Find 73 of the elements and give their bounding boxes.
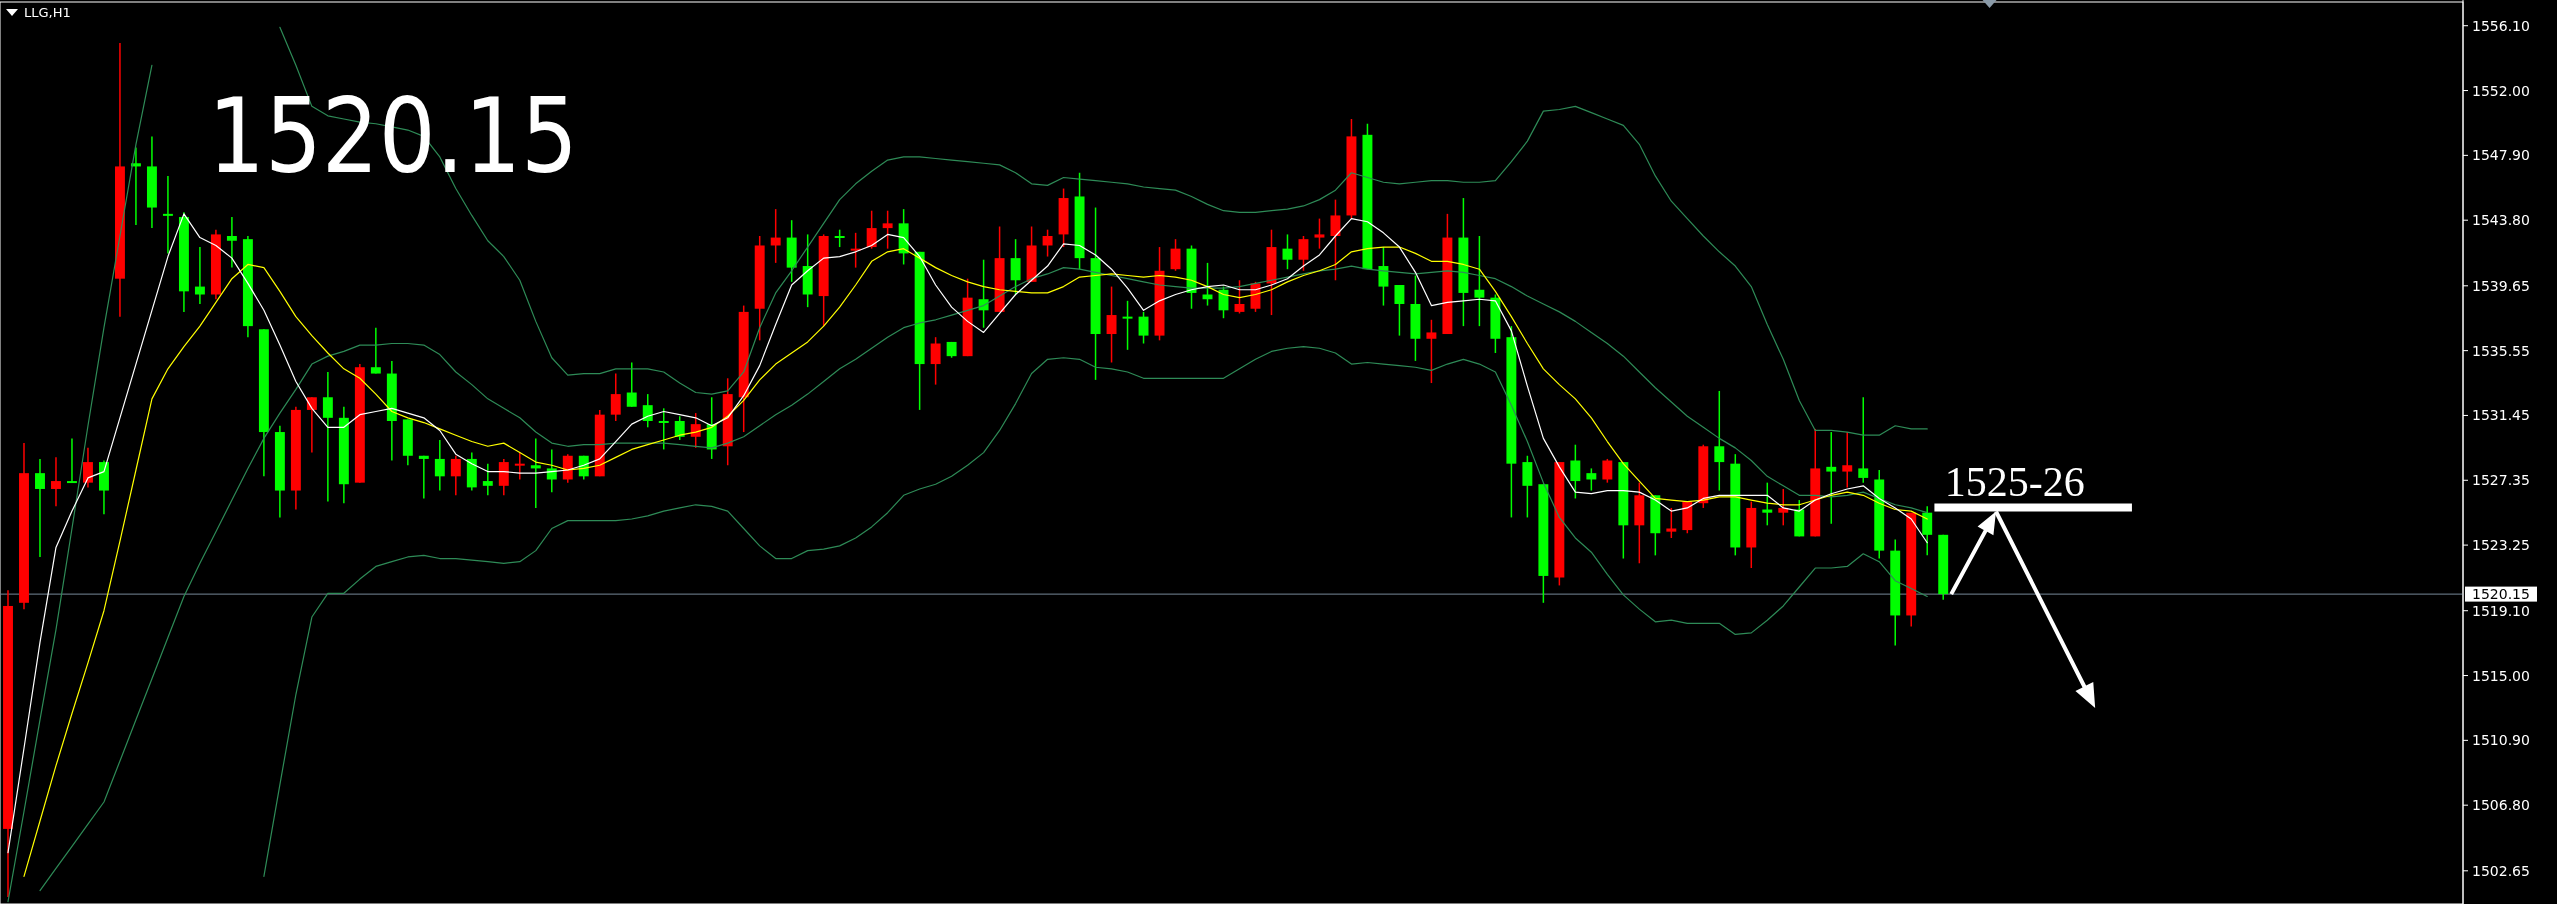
candlestick xyxy=(658,407,669,451)
candlestick xyxy=(1602,458,1613,484)
line-series xyxy=(263,346,1928,877)
candlestick xyxy=(1010,238,1021,296)
candlestick xyxy=(450,455,461,497)
candlestick xyxy=(1778,488,1789,527)
candlestick xyxy=(770,208,781,264)
y-tick-label: 1515.00 xyxy=(2472,667,2530,684)
candlestick xyxy=(306,396,317,454)
candlestick xyxy=(1330,198,1341,282)
y-tick-label: 1535.55 xyxy=(2472,342,2530,359)
candlestick xyxy=(1570,443,1581,500)
candlestick xyxy=(498,458,509,497)
candlestick xyxy=(514,451,525,481)
y-tick-label: 1527.35 xyxy=(2472,472,2530,489)
candlestick xyxy=(642,393,653,429)
candlestick xyxy=(690,412,701,449)
y-tick-label: 1552.00 xyxy=(2472,82,2530,99)
candlestick xyxy=(1122,300,1133,351)
annotation: LLG,H1 xyxy=(24,5,71,20)
candlestick xyxy=(866,209,877,250)
y-tick-label: 1510.90 xyxy=(2472,732,2530,749)
candlestick xyxy=(1762,481,1773,527)
candlestick xyxy=(1666,507,1677,539)
candlestick xyxy=(162,175,173,255)
candlestick xyxy=(482,462,493,497)
candlestick xyxy=(1138,311,1149,345)
y-tick-label: 1543.80 xyxy=(2472,212,2530,229)
y-tick-label: 1547.90 xyxy=(2472,147,2530,164)
candlestick xyxy=(51,456,61,508)
candlestick xyxy=(35,458,45,558)
y-tick-label: 1523.25 xyxy=(2472,537,2530,554)
candlestick xyxy=(1202,262,1213,307)
y-tick-label: 1506.80 xyxy=(2472,797,2530,814)
ref-line-label: 1520.15 xyxy=(2472,586,2530,603)
candlestick xyxy=(1826,431,1837,525)
candlestick xyxy=(1282,233,1293,270)
candlestick xyxy=(530,437,541,509)
candlestick xyxy=(1586,467,1597,492)
candlestick xyxy=(674,415,685,441)
candlestick xyxy=(1474,235,1485,327)
candlestick xyxy=(67,437,77,484)
candlestick xyxy=(1842,431,1853,489)
y-tick-label: 1539.65 xyxy=(2472,277,2530,294)
candlestick xyxy=(1394,284,1405,337)
candlestick xyxy=(1378,246,1389,307)
candlestick xyxy=(610,372,621,422)
annotation: 1520.15 xyxy=(208,75,639,197)
candlestick xyxy=(1714,390,1725,492)
candlestick xyxy=(1106,285,1117,364)
candlestick xyxy=(83,447,93,489)
candlestick xyxy=(1298,235,1309,272)
y-tick-label: 1556.10 xyxy=(2472,17,2530,34)
candlestick xyxy=(226,216,237,269)
y-tick-label: 1502.65 xyxy=(2472,862,2530,879)
candlestick xyxy=(322,371,333,503)
candlestick xyxy=(930,336,941,386)
candlestick xyxy=(1858,396,1869,484)
candlestick xyxy=(1042,228,1053,258)
candlestick xyxy=(1922,505,1933,557)
candlestick xyxy=(434,439,445,492)
candlestick xyxy=(418,455,429,500)
candlestick xyxy=(370,326,381,375)
candlestick xyxy=(1426,319,1437,384)
candlestick xyxy=(1522,455,1533,519)
annotation: 1525-26 xyxy=(1944,458,2085,505)
candlestick xyxy=(626,361,637,408)
candlestick xyxy=(1234,279,1245,315)
y-tick-label: 1531.45 xyxy=(2472,407,2530,424)
candlestick xyxy=(882,209,893,250)
y-tick-label: 1519.10 xyxy=(2472,602,2530,619)
candlestick xyxy=(1314,217,1325,250)
candlestick xyxy=(194,246,205,305)
